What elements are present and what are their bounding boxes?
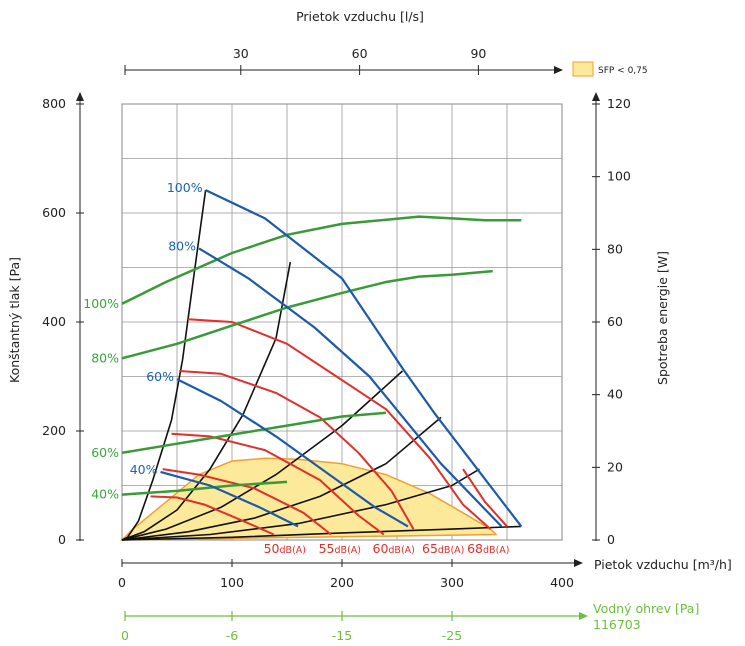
top-tick-label: 90 <box>470 46 486 61</box>
top-axis-label: Prietok vzduchu [l/s] <box>296 9 424 24</box>
power-curve-line <box>121 480 288 496</box>
power-curve-label: 100% <box>83 296 119 311</box>
top-axis-arrow <box>554 66 563 74</box>
y-axis-label: Konštantný tlak [Pa] <box>7 257 22 383</box>
water-tick-label: -25 <box>442 628 462 643</box>
fan-curve-label: 60% <box>146 369 174 384</box>
y2-tick-label: 40 <box>607 387 623 402</box>
power-curve-label: 60% <box>91 445 119 460</box>
legend-label: SFP < 0,75 <box>598 66 648 76</box>
y-tick-label: 400 <box>42 314 66 329</box>
fan-curve-label: 100% <box>167 180 203 195</box>
x-tick-label: 400 <box>550 575 574 590</box>
noise-label: 55dB(A) <box>319 541 361 556</box>
x-axis-arrow <box>574 559 583 567</box>
y-tick-label: 200 <box>42 423 66 438</box>
water-tick-label: 0 <box>121 628 129 643</box>
noise-label: 65dB(A) <box>422 541 464 556</box>
power-curve-label: 80% <box>91 350 119 365</box>
fan-curve-label: 80% <box>168 238 196 253</box>
noise-curve-line <box>179 370 415 530</box>
water-tick-label: -6 <box>226 628 239 643</box>
y-tick-label: 800 <box>42 96 66 111</box>
y2-tick-label: 60 <box>607 314 623 329</box>
fan-curve-line <box>205 189 523 528</box>
power-curve-line <box>121 215 522 305</box>
x-tick-label: 0 <box>118 575 126 590</box>
noise-curve-line <box>462 468 508 528</box>
legend-swatch <box>572 61 594 77</box>
x-tick-label: 300 <box>440 575 464 590</box>
y2-tick-label: 20 <box>607 459 623 474</box>
y2-tick-label: 120 <box>607 96 631 111</box>
fan-curve-line <box>176 378 409 528</box>
fan-curve-line <box>160 470 299 528</box>
x-tick-label: 100 <box>220 575 244 590</box>
noise-curve-line <box>187 318 492 530</box>
power-curve-line <box>121 411 387 455</box>
y-tick-label: 0 <box>58 532 66 547</box>
noise-curve-line <box>171 432 385 536</box>
system-curve <box>121 416 442 541</box>
fan-curve-label: 40% <box>130 462 158 477</box>
y2-tick-label: 100 <box>607 169 631 184</box>
top-tick-label: 30 <box>233 46 249 61</box>
power-curve-line <box>121 269 493 360</box>
y2-axis-arrow <box>592 92 600 101</box>
water-tick-label: -15 <box>332 628 352 643</box>
noise-label: 60dB(A) <box>373 541 415 556</box>
system-curve <box>121 189 207 541</box>
x-tick-label: 200 <box>330 575 354 590</box>
y-tick-label: 600 <box>42 205 66 220</box>
water-axis-label: Vodný ohrev [Pa] <box>593 601 699 616</box>
chart-lines: 100% 80% 60% 40% 100% 80% 60% 40% 50dB(A) 55dB(A)… <box>83 180 523 556</box>
noise-label: 68dB(A) <box>467 541 509 556</box>
water-axis-id: 116703 <box>593 617 641 632</box>
y2-axis-label: Spotreba energie [W] <box>655 251 670 385</box>
noise-curve-line <box>162 468 332 536</box>
system-curve <box>121 525 522 541</box>
power-curve-label: 40% <box>91 487 119 502</box>
top-tick-label: 60 <box>352 46 368 61</box>
noise-label: 50dB(A) <box>264 541 306 556</box>
y-axis-arrow <box>76 92 84 101</box>
fan-curve-line <box>198 247 503 528</box>
water-axis-arrow <box>579 612 588 620</box>
system-curve <box>121 468 480 541</box>
x-axis-label: Pietok vzduchu [m³/h] <box>594 557 732 572</box>
noise-curve-line <box>150 495 275 536</box>
y2-tick-label: 80 <box>607 241 623 256</box>
y2-tick-label: 0 <box>607 532 615 547</box>
